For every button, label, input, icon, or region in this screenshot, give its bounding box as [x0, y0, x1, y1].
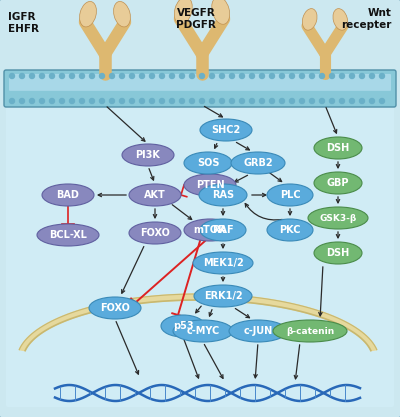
Circle shape [80, 73, 84, 78]
Circle shape [220, 73, 224, 78]
Circle shape [130, 73, 134, 78]
Text: AKT: AKT [144, 190, 166, 200]
Circle shape [10, 98, 14, 103]
Text: MEK1/2: MEK1/2 [203, 258, 243, 268]
Circle shape [380, 98, 384, 103]
Circle shape [340, 73, 344, 78]
Ellipse shape [193, 252, 253, 274]
Ellipse shape [200, 119, 252, 141]
Circle shape [310, 73, 314, 78]
Polygon shape [19, 294, 377, 351]
Circle shape [50, 73, 54, 78]
Ellipse shape [129, 184, 181, 206]
Circle shape [30, 98, 34, 103]
Circle shape [370, 73, 374, 78]
Circle shape [350, 73, 354, 78]
Ellipse shape [184, 152, 232, 174]
Text: FOXO: FOXO [140, 228, 170, 238]
Ellipse shape [184, 174, 236, 196]
Ellipse shape [333, 9, 348, 30]
Circle shape [380, 73, 384, 78]
Circle shape [280, 98, 284, 103]
Ellipse shape [42, 184, 94, 206]
Ellipse shape [267, 219, 313, 241]
Circle shape [150, 73, 154, 78]
Text: SOS: SOS [197, 158, 219, 168]
Ellipse shape [314, 242, 362, 264]
FancyBboxPatch shape [9, 74, 391, 91]
Text: DSH: DSH [326, 143, 350, 153]
Ellipse shape [173, 320, 233, 342]
Circle shape [60, 98, 64, 103]
Text: Wnt
recepter: Wnt recepter [342, 8, 392, 30]
Circle shape [230, 73, 234, 78]
Text: RAF: RAF [212, 225, 234, 235]
Circle shape [110, 73, 114, 78]
Circle shape [280, 73, 284, 78]
Circle shape [40, 73, 44, 78]
Text: c-JUN: c-JUN [243, 326, 273, 336]
Text: BCL-XL: BCL-XL [49, 230, 87, 240]
Ellipse shape [231, 152, 285, 174]
Circle shape [180, 98, 184, 103]
Text: BAD: BAD [56, 190, 80, 200]
Circle shape [270, 73, 274, 78]
Text: ERK1/2: ERK1/2 [204, 291, 242, 301]
Circle shape [310, 98, 314, 103]
Circle shape [170, 98, 174, 103]
Circle shape [160, 98, 164, 103]
Ellipse shape [194, 285, 252, 307]
Ellipse shape [212, 0, 230, 24]
Circle shape [170, 73, 174, 78]
Circle shape [20, 73, 24, 78]
Circle shape [90, 73, 94, 78]
Circle shape [50, 98, 54, 103]
Text: p53: p53 [173, 321, 193, 331]
Circle shape [10, 73, 14, 78]
Ellipse shape [184, 219, 236, 241]
Circle shape [320, 98, 324, 103]
Text: mTOR: mTOR [194, 225, 226, 235]
Circle shape [180, 73, 184, 78]
FancyBboxPatch shape [4, 70, 396, 107]
Text: PI3K: PI3K [136, 150, 160, 160]
Circle shape [300, 73, 304, 78]
Circle shape [120, 98, 124, 103]
Ellipse shape [273, 320, 347, 342]
Circle shape [210, 73, 214, 78]
Text: β-catenin: β-catenin [286, 327, 334, 336]
Text: c-MYC: c-MYC [186, 326, 220, 336]
Text: RAS: RAS [212, 190, 234, 200]
Ellipse shape [229, 320, 287, 342]
FancyBboxPatch shape [6, 98, 394, 407]
Ellipse shape [314, 172, 362, 194]
Circle shape [200, 98, 204, 103]
Ellipse shape [122, 144, 174, 166]
Circle shape [240, 73, 244, 78]
Ellipse shape [161, 315, 205, 337]
Circle shape [190, 73, 194, 78]
Text: PKC: PKC [279, 225, 301, 235]
Circle shape [90, 98, 94, 103]
Ellipse shape [174, 0, 192, 24]
Circle shape [140, 98, 144, 103]
Text: IGFR
EHFR: IGFR EHFR [8, 12, 39, 34]
Circle shape [360, 98, 364, 103]
Circle shape [290, 73, 294, 78]
Text: GRB2: GRB2 [243, 158, 273, 168]
Circle shape [300, 98, 304, 103]
Circle shape [190, 98, 194, 103]
Text: GSK3-β: GSK3-β [319, 214, 357, 223]
Ellipse shape [200, 219, 246, 241]
Circle shape [320, 73, 324, 78]
Circle shape [70, 98, 74, 103]
Circle shape [130, 98, 134, 103]
Circle shape [110, 98, 114, 103]
Circle shape [350, 98, 354, 103]
Text: SHC2: SHC2 [211, 125, 241, 135]
Ellipse shape [302, 9, 317, 30]
Circle shape [80, 98, 84, 103]
Circle shape [200, 73, 204, 78]
Circle shape [140, 73, 144, 78]
